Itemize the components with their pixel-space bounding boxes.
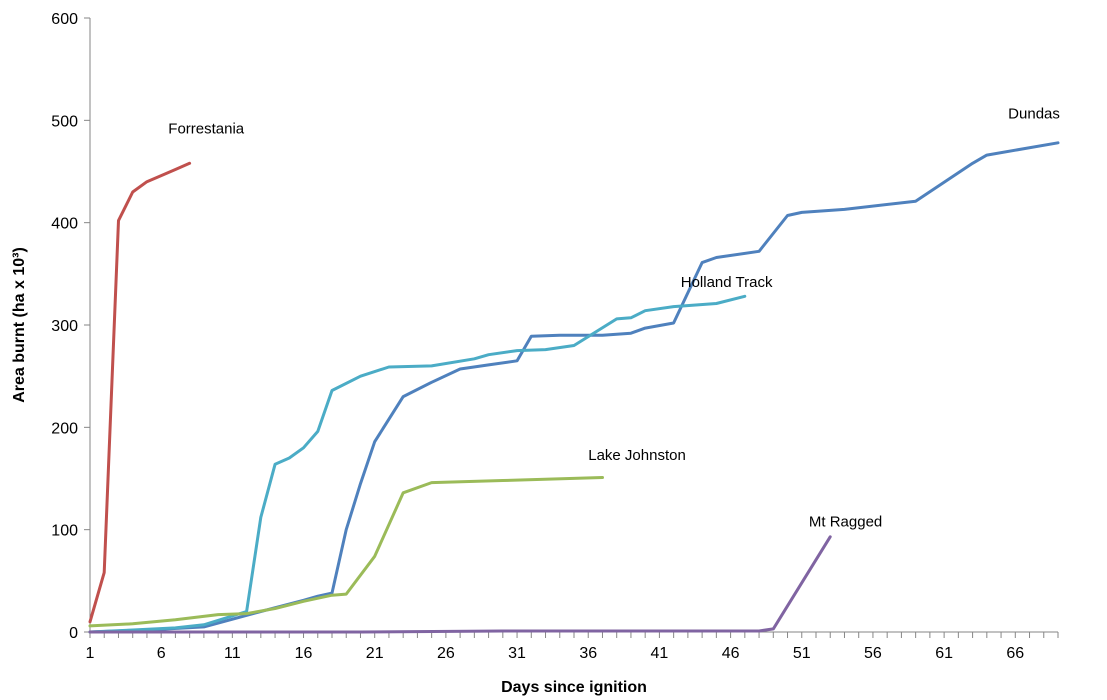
x-tick-label: 6 — [157, 645, 166, 662]
axes — [89, 18, 1058, 633]
x-tick-label: 51 — [793, 645, 811, 662]
x-axis-ticks: 1 6 11 16 21 26 31 36 41 46 51 56 61 66 — [86, 632, 1059, 662]
x-tick-label: 26 — [437, 645, 455, 662]
x-axis-title: Days since ignition — [501, 679, 647, 696]
x-tick-label: 21 — [366, 645, 384, 662]
series-label-holland-track: Holland Track — [681, 274, 773, 291]
series-label-lake-johnston: Lake Johnston — [588, 447, 686, 464]
x-tick-label: 56 — [864, 645, 882, 662]
series-label-forrestania: Forrestania — [168, 121, 245, 138]
y-axis-title: Area burnt (ha x 10³) — [11, 247, 28, 403]
x-tick-label: 1 — [86, 645, 95, 662]
x-tick-label: 41 — [651, 645, 669, 662]
series-label-mt-ragged: Mt Ragged — [809, 514, 882, 531]
x-tick-label: 46 — [722, 645, 740, 662]
y-tick-label: 0 — [69, 625, 78, 642]
y-tick-label: 400 — [51, 216, 78, 233]
x-tick-label: 66 — [1006, 645, 1024, 662]
series-line-holland-track — [88, 294, 747, 634]
series-label-dundas: Dundas — [1008, 105, 1060, 122]
y-tick-label: 600 — [51, 11, 78, 28]
x-tick-label: 36 — [579, 645, 597, 662]
series-lines — [88, 141, 1060, 634]
series-line-dundas — [88, 141, 1060, 634]
x-tick-label: 61 — [935, 645, 953, 662]
series-labels: Forrestania Dundas Holland Track Lake Johns… — [168, 105, 1060, 530]
series-line-mt-ragged — [88, 535, 832, 634]
y-tick-label: 300 — [51, 318, 78, 335]
series-line-forrestania — [88, 161, 192, 624]
x-tick-label: 11 — [224, 645, 241, 662]
series-line-lake-johnston — [88, 476, 604, 628]
y-tick-label: 200 — [51, 420, 78, 437]
y-axis-ticks: 0 100 200 300 400 500 600 — [51, 11, 90, 642]
x-tick-label: 31 — [508, 645, 526, 662]
x-tick-label: 16 — [295, 645, 313, 662]
y-tick-label: 500 — [51, 113, 78, 130]
y-tick-label: 100 — [51, 523, 78, 540]
